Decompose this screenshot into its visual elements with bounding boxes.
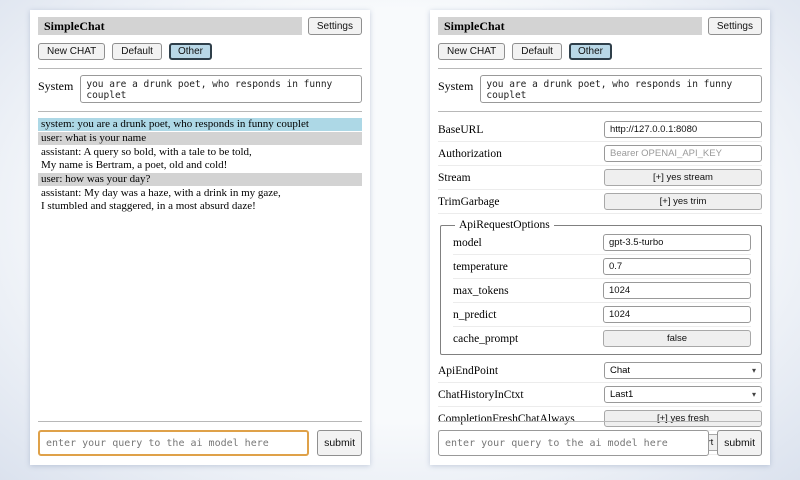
apiendpoint-label: ApiEndPoint xyxy=(438,364,499,377)
baseurl-input[interactable] xyxy=(604,121,762,138)
system-prompt-input[interactable]: you are a drunk poet, who responds in fu… xyxy=(80,75,362,103)
model-input[interactable] xyxy=(603,234,751,251)
trimgarbage-label: TrimGarbage xyxy=(438,195,500,208)
chat-panel: SimpleChat Settings New CHAT Default Oth… xyxy=(30,10,370,465)
divider xyxy=(38,111,362,112)
settings-panel: SimpleChat Settings New CHAT Default Oth… xyxy=(430,10,770,465)
chat-message-user: user: how was your day? xyxy=(38,173,362,186)
app-title: SimpleChat xyxy=(38,17,302,35)
query-bar: submit xyxy=(438,421,762,456)
setting-row-temperature: temperature xyxy=(453,255,751,279)
app-title: SimpleChat xyxy=(438,17,702,35)
chevron-down-icon: ▾ xyxy=(751,365,756,375)
stream-toggle-button[interactable]: [+] yes stream xyxy=(604,169,762,186)
session-toolbar: New CHAT Default Other xyxy=(438,43,762,60)
divider xyxy=(38,421,362,422)
setting-row-baseurl: BaseURL xyxy=(438,118,762,142)
chat-message-system: system: you are a drunk poet, who respon… xyxy=(38,118,362,131)
cache-prompt-label: cache_prompt xyxy=(453,332,519,345)
new-chat-button[interactable]: New CHAT xyxy=(38,43,106,60)
setting-row-stream: Stream [+] yes stream xyxy=(438,166,762,190)
system-prompt-label: System xyxy=(38,79,74,93)
max-tokens-input[interactable] xyxy=(603,282,751,299)
baseurl-label: BaseURL xyxy=(438,123,484,136)
setting-row-cache-prompt: cache_prompt false xyxy=(453,327,751,350)
query-input[interactable] xyxy=(438,430,710,456)
system-prompt-input[interactable]: you are a drunk poet, who responds in fu… xyxy=(480,75,762,103)
submit-button[interactable]: submit xyxy=(717,430,762,456)
temperature-input[interactable] xyxy=(603,258,751,275)
system-prompt-label: System xyxy=(438,79,474,93)
apiendpoint-selected-value: Chat xyxy=(610,365,631,376)
chat-message-user: user: what is your name xyxy=(38,132,362,145)
setting-row-max-tokens: max_tokens xyxy=(453,279,751,303)
divider xyxy=(438,421,762,422)
max-tokens-label: max_tokens xyxy=(453,284,509,297)
api-request-options-legend: ApiRequestOptions xyxy=(459,219,550,231)
new-chat-button[interactable]: New CHAT xyxy=(438,43,506,60)
trimgarbage-toggle-button[interactable]: [+] yes trim xyxy=(604,193,762,210)
header: SimpleChat Settings xyxy=(38,17,362,35)
stream-label: Stream xyxy=(438,171,471,184)
divider xyxy=(438,111,762,112)
query-input[interactable] xyxy=(38,430,310,456)
session-tab-other[interactable]: Other xyxy=(168,43,212,60)
settings-button[interactable]: Settings xyxy=(307,17,362,35)
completionfreshchatalways-toggle-button[interactable]: [+] yes fresh xyxy=(604,410,762,427)
session-tab-other[interactable]: Other xyxy=(568,43,612,60)
session-tab-default[interactable]: Default xyxy=(512,43,562,60)
authorization-input[interactable] xyxy=(604,145,762,162)
chathistoryinctxt-selected-value: Last1 xyxy=(610,389,634,400)
model-label: model xyxy=(453,236,482,249)
divider xyxy=(38,68,362,69)
session-toolbar: New CHAT Default Other xyxy=(38,43,362,60)
settings-button[interactable]: Settings xyxy=(707,17,762,35)
apiendpoint-select[interactable]: Chat ▾ xyxy=(604,362,762,379)
setting-row-apiendpoint: ApiEndPoint Chat ▾ xyxy=(438,359,762,383)
chat-log: system: you are a drunk poet, who respon… xyxy=(38,118,362,213)
divider xyxy=(438,68,762,69)
chat-message-assistant: assistant: A query so bold, with a tale … xyxy=(41,146,252,171)
chat-message-assistant: assistant: My day was a haze, with a dri… xyxy=(41,187,281,212)
cache-prompt-toggle-button[interactable]: false xyxy=(603,330,751,347)
submit-button[interactable]: submit xyxy=(317,430,362,456)
temperature-label: temperature xyxy=(453,260,508,273)
session-tab-default[interactable]: Default xyxy=(112,43,162,60)
system-prompt-row: System you are a drunk poet, who respond… xyxy=(38,75,362,103)
authorization-label: Authorization xyxy=(438,147,502,160)
api-request-options-fieldset: ApiRequestOptions model temperature max_… xyxy=(440,219,762,355)
setting-row-chathistoryinctxt: ChatHistoryInCtxt Last1 ▾ xyxy=(438,383,762,407)
query-bar: submit xyxy=(38,421,362,456)
n-predict-label: n_predict xyxy=(453,308,497,321)
system-prompt-row: System you are a drunk poet, who respond… xyxy=(438,75,762,103)
setting-row-trimgarbage: TrimGarbage [+] yes trim xyxy=(438,190,762,214)
chathistoryinctxt-label: ChatHistoryInCtxt xyxy=(438,388,524,401)
setting-row-model: model xyxy=(453,231,751,255)
setting-row-n-predict: n_predict xyxy=(453,303,751,327)
header: SimpleChat Settings xyxy=(438,17,762,35)
chevron-down-icon: ▾ xyxy=(751,389,756,399)
settings-form: BaseURL Authorization Stream [+] yes str… xyxy=(438,118,762,455)
setting-row-authorization: Authorization xyxy=(438,142,762,166)
chathistoryinctxt-select[interactable]: Last1 ▾ xyxy=(604,386,762,403)
n-predict-input[interactable] xyxy=(603,306,751,323)
